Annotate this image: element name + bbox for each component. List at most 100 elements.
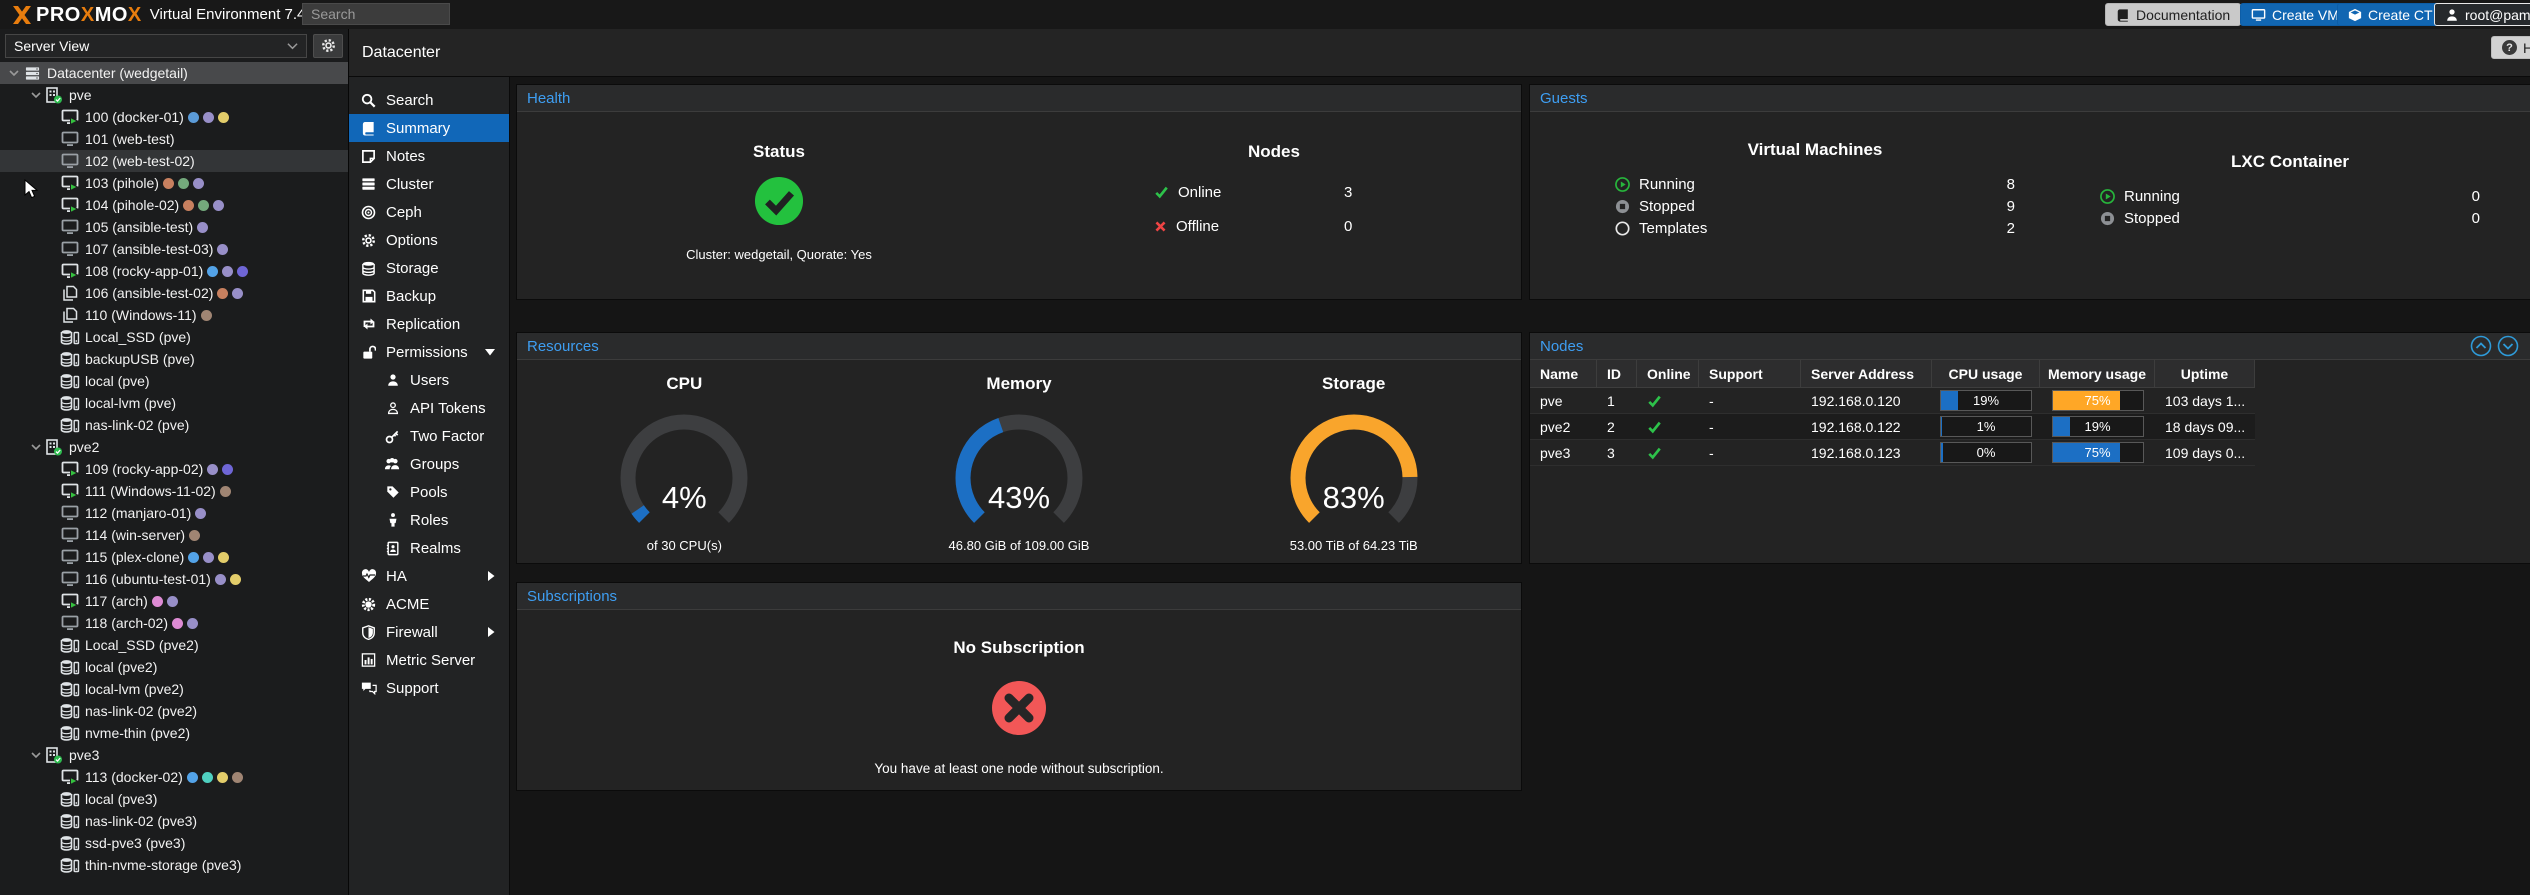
column-header[interactable]: CPU usage [1932, 360, 2040, 387]
menu-item-groups[interactable]: Groups [349, 450, 509, 478]
usage-bar: 19% [1940, 390, 2032, 411]
menu-item-support[interactable]: Support [349, 674, 509, 702]
tree-item-node[interactable]: pve2 [0, 436, 348, 458]
tree-item-node[interactable]: pve [0, 84, 348, 106]
help-button[interactable]: ? Help [2491, 36, 2530, 59]
menu-item-metric-server[interactable]: Metric Server [349, 646, 509, 674]
tree-item-storage[interactable]: local-lvm (pve2) [0, 678, 348, 700]
tree-item-storage[interactable]: nas-link-02 (pve3) [0, 810, 348, 832]
create-vm-button[interactable]: Create VM [2240, 3, 2350, 26]
menu-item-search[interactable]: Search [349, 86, 509, 114]
view-selector[interactable]: Server View [5, 33, 307, 58]
tree-item-storage[interactable]: nvme-thin (pve2) [0, 722, 348, 744]
tree-item-vm[interactable]: 109 (rocky-app-02) [0, 458, 348, 480]
tree-item-storage[interactable]: thin-nvme-storage (pve3) [0, 854, 348, 876]
node-row-pve[interactable]: pve 1-192.168.0.120 19% 75% 103 days 1... [1530, 388, 2255, 414]
gauge-percent: 43% [987, 480, 1051, 515]
menu-item-backup[interactable]: Backup [349, 282, 509, 310]
menu-item-acme[interactable]: ACME [349, 590, 509, 618]
create-ct-button[interactable]: Create CT [2337, 3, 2444, 26]
sidebar-settings-button[interactable] [313, 33, 343, 58]
tree-item-vm[interactable]: 108 (rocky-app-01) [0, 260, 348, 282]
menu-item-notes[interactable]: Notes [349, 142, 509, 170]
column-header[interactable]: Support [1699, 360, 1801, 387]
menu-item-replication[interactable]: Replication [349, 310, 509, 338]
node-row-pve2[interactable]: pve2 2-192.168.0.122 1% 19% 18 days 09... [1530, 414, 2255, 440]
menu-item-label: Cluster [386, 175, 434, 193]
gauge-heading: Memory [986, 374, 1052, 393]
tree-item-vm[interactable]: 105 (ansible-test) [0, 216, 348, 238]
menu-item-label: Firewall [386, 623, 438, 641]
tree-item-node[interactable]: pve3 [0, 744, 348, 766]
tree-item-vm[interactable]: 102 (web-test-02) [0, 150, 348, 172]
chevron-down-icon[interactable] [28, 89, 44, 101]
tree-item-storage[interactable]: local (pve) [0, 370, 348, 392]
menu-item-realms[interactable]: Realms [349, 534, 509, 562]
tree-item-vm[interactable]: 111 (Windows-11-02) [0, 480, 348, 502]
chevron-down-icon[interactable] [28, 441, 44, 453]
tree-item-storage[interactable]: nas-link-02 (pve) [0, 414, 348, 436]
menu-item-users[interactable]: Users [349, 366, 509, 394]
menu-item-label: Permissions [386, 343, 468, 361]
column-header[interactable]: ID [1597, 360, 1637, 387]
vm-stopped-icon [60, 571, 80, 587]
documentation-button[interactable]: Documentation [2105, 3, 2242, 26]
tree-item-storage[interactable]: Local_SSD (pve) [0, 326, 348, 348]
column-header[interactable]: Online [1637, 360, 1699, 387]
tag-dot [213, 199, 225, 211]
tree-item-vm[interactable]: 101 (web-test) [0, 128, 348, 150]
menu-item-api-tokens[interactable]: API Tokens [349, 394, 509, 422]
online-row: Online 3 [1154, 180, 1394, 204]
tree-item-storage[interactable]: nas-link-02 (pve2) [0, 700, 348, 722]
search-input[interactable] [302, 3, 450, 25]
offline-row: Offline 0 [1154, 214, 1394, 238]
tree-item-vm[interactable]: 113 (docker-02) [0, 766, 348, 788]
chevron-down-icon[interactable] [28, 749, 44, 761]
tree-item-vm[interactable]: 100 (docker-01) [0, 106, 348, 128]
tree-item-template[interactable]: 110 (Windows-11) [0, 304, 348, 326]
menu-item-summary[interactable]: Summary [349, 114, 509, 142]
tree-item-vm[interactable]: 104 (pihole-02) [0, 194, 348, 216]
tree-item-vm[interactable]: 116 (ubuntu-test-01) [0, 568, 348, 590]
vm-stopped-icon [60, 505, 80, 521]
column-header[interactable]: Server Address [1801, 360, 1932, 387]
tree-item-vm[interactable]: 118 (arch-02) [0, 612, 348, 634]
tag-dot [231, 771, 243, 783]
chevron-down-icon[interactable] [6, 67, 22, 79]
menu-item-storage[interactable]: Storage [349, 254, 509, 282]
tree-item-vm[interactable]: 107 (ansible-test-03) [0, 238, 348, 260]
tree-item-vm[interactable]: 114 (win-server) [0, 524, 348, 546]
node-row-pve3[interactable]: pve3 3-192.168.0.123 0% 75% 109 days 0... [1530, 440, 2255, 466]
user-menu-button[interactable]: root@pam [2434, 3, 2530, 26]
menu-item-options[interactable]: Options [349, 226, 509, 254]
tree-item-template[interactable]: 106 (ansible-test-02) [0, 282, 348, 304]
menu-item-roles[interactable]: Roles [349, 506, 509, 534]
menu-item-label: Pools [410, 483, 448, 501]
tree-item-storage[interactable]: Local_SSD (pve2) [0, 634, 348, 656]
menu-item-pools[interactable]: Pools [349, 478, 509, 506]
tree-item-vm[interactable]: 103 (pihole) [0, 172, 348, 194]
tree-item-storage[interactable]: backupUSB (pve) [0, 348, 348, 370]
column-header[interactable]: Uptime [2155, 360, 2255, 387]
chevron-circle-down-icon[interactable] [2497, 335, 2519, 357]
menu-item-cluster[interactable]: Cluster [349, 170, 509, 198]
chevron-circle-up-icon[interactable] [2470, 335, 2492, 357]
storage-icon [60, 637, 80, 653]
menu-item-permissions[interactable]: Permissions [349, 338, 509, 366]
tree-item-vm[interactable]: 117 (arch) [0, 590, 348, 612]
column-header[interactable]: Name [1530, 360, 1597, 387]
tag-dot [197, 221, 209, 233]
tree-item-storage[interactable]: ssd-pve3 (pve3) [0, 832, 348, 854]
tree-item-storage[interactable]: local (pve2) [0, 656, 348, 678]
tree-item-vm[interactable]: 115 (plex-clone) [0, 546, 348, 568]
ceph-icon [360, 205, 377, 220]
tree-item-storage[interactable]: local (pve3) [0, 788, 348, 810]
tree-item-vm[interactable]: 112 (manjaro-01) [0, 502, 348, 524]
tree-item-storage[interactable]: local-lvm (pve) [0, 392, 348, 414]
menu-item-ha[interactable]: HA [349, 562, 509, 590]
menu-item-firewall[interactable]: Firewall [349, 618, 509, 646]
menu-item-two-factor[interactable]: Two Factor [349, 422, 509, 450]
menu-item-ceph[interactable]: Ceph [349, 198, 509, 226]
column-header[interactable]: Memory usage [2040, 360, 2155, 387]
tree-item-datacenter[interactable]: Datacenter (wedgetail) [0, 62, 348, 84]
